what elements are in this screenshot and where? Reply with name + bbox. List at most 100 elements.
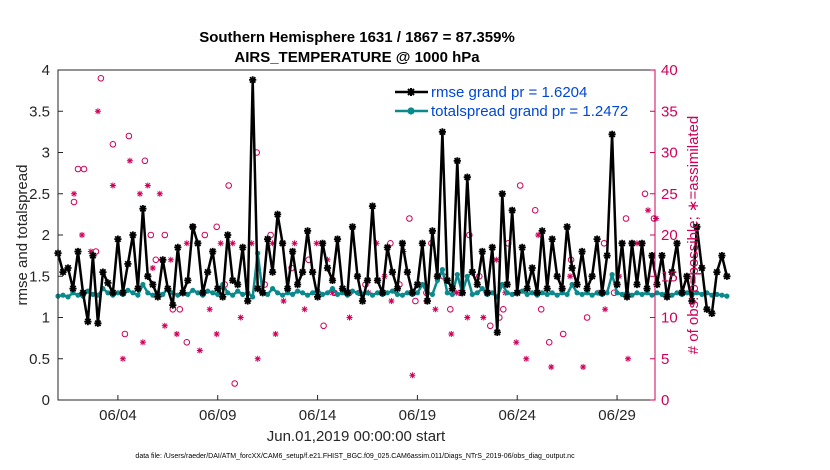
- totalspread-point: [694, 290, 700, 296]
- rmse-point: [683, 272, 691, 280]
- rmse-point: [483, 289, 491, 297]
- x-tick-label: 06/29: [598, 407, 636, 424]
- x-tick-label: 06/09: [199, 407, 237, 424]
- chart-subtitle: AIRS_TEMPERATURE @ 1000 hPa: [234, 49, 480, 66]
- obs-possible-point: [80, 165, 88, 173]
- totalspread-point: [394, 291, 400, 297]
- totalspread-point: [504, 290, 510, 296]
- obs-assimilated-point: [535, 232, 542, 238]
- obs-assimilated-point: [183, 240, 190, 247]
- totalspread-point: [75, 292, 81, 298]
- rmse-point: [668, 268, 676, 276]
- obs-assimilated-point: [136, 190, 143, 197]
- obs-assimilated-point: [167, 256, 174, 263]
- rmse-point: [658, 252, 666, 260]
- totalspread-point: [175, 292, 181, 298]
- totalspread-point: [684, 290, 690, 296]
- totalspread-point: [105, 290, 111, 296]
- rmse-point: [608, 130, 616, 138]
- rmse-point: [363, 276, 372, 284]
- obs-assimilated-point: [280, 298, 287, 304]
- rmse-point: [299, 268, 307, 276]
- rmse-point: [244, 297, 252, 305]
- y-tick-label: 1: [42, 310, 50, 327]
- obs-assimilated-point: [269, 240, 276, 247]
- rmse-point: [328, 276, 337, 284]
- rmse-point: [398, 239, 406, 247]
- obs-assimilated-point: [126, 157, 133, 164]
- totalspread-point: [449, 291, 455, 297]
- rmse-point: [343, 289, 352, 297]
- rmse-point: [528, 264, 536, 272]
- totalspread-point: [584, 290, 590, 296]
- totalspread-point: [699, 291, 705, 297]
- obs-possible-point: [320, 322, 327, 330]
- totalspread-point: [339, 290, 346, 296]
- rmse-point: [383, 243, 391, 251]
- totalspread-point: [609, 272, 615, 278]
- totalspread-point: [280, 292, 286, 298]
- totalspread-point: [235, 288, 241, 294]
- rmse-point: [224, 231, 232, 239]
- rmse-point: [209, 247, 217, 256]
- obs-possible-point: [487, 322, 494, 330]
- obs-possible-point: [406, 215, 413, 222]
- rmse-point: [323, 264, 332, 272]
- totalspread-point: [270, 286, 276, 292]
- obs-assimilated-point: [453, 289, 460, 296]
- rmse-point: [353, 272, 362, 280]
- totalspread-point: [295, 288, 301, 294]
- obs-possible-point: [141, 157, 149, 165]
- totalspread-point: [140, 281, 146, 288]
- rmse-point: [463, 173, 471, 181]
- totalspread-point: [225, 290, 231, 296]
- obs-possible-point: [147, 231, 155, 239]
- rmse-point: [129, 231, 137, 239]
- rmse-point: [358, 297, 367, 305]
- totalspread-point: [444, 290, 450, 296]
- totalspread-point: [240, 291, 246, 297]
- totalspread-point: [130, 290, 136, 296]
- totalspread-point: [230, 292, 236, 298]
- rmse-point: [418, 239, 426, 247]
- obs-assimilated-point: [272, 331, 279, 337]
- obs-assimilated-point: [480, 314, 487, 321]
- obs-possible-point: [641, 190, 649, 198]
- rmse-point: [678, 289, 686, 297]
- rmse-point: [618, 239, 626, 247]
- totalspread-point: [499, 281, 505, 288]
- x-tick-label: 06/04: [99, 407, 137, 424]
- rmse-point: [573, 280, 581, 289]
- rmse-point: [518, 243, 526, 251]
- rmse-point: [239, 243, 247, 251]
- rmse-point: [69, 285, 77, 293]
- y2-tick-label: 35: [661, 103, 678, 120]
- rmse-point: [723, 272, 731, 280]
- rmse-point: [423, 297, 431, 305]
- rmse-point: [259, 289, 267, 297]
- rmse-point: [159, 256, 167, 264]
- rmse-point: [578, 247, 586, 256]
- rmse-point: [443, 276, 451, 284]
- rmse-point: [568, 264, 576, 272]
- y-tick-label: 2: [42, 227, 50, 244]
- obs-possible-point: [531, 207, 539, 214]
- rmse-point: [413, 280, 421, 289]
- obs-possible-point: [97, 75, 105, 82]
- rmse-point: [543, 285, 551, 293]
- y2-tick-label: 0: [661, 392, 669, 409]
- rmse-point: [169, 301, 177, 309]
- rmse-point: [713, 268, 721, 276]
- plot-area: [54, 75, 731, 387]
- obs-assimilated-point: [432, 306, 439, 313]
- totalspread-point: [414, 290, 420, 296]
- obs-assimilated-point: [119, 355, 126, 362]
- obs-possible-point: [152, 256, 160, 264]
- rmse-point: [453, 157, 461, 165]
- rmse-point: [498, 190, 506, 198]
- totalspread-point: [574, 290, 580, 296]
- totalspread-point: [310, 290, 316, 296]
- obs-possible-point: [537, 306, 545, 313]
- rmse-point: [294, 280, 302, 289]
